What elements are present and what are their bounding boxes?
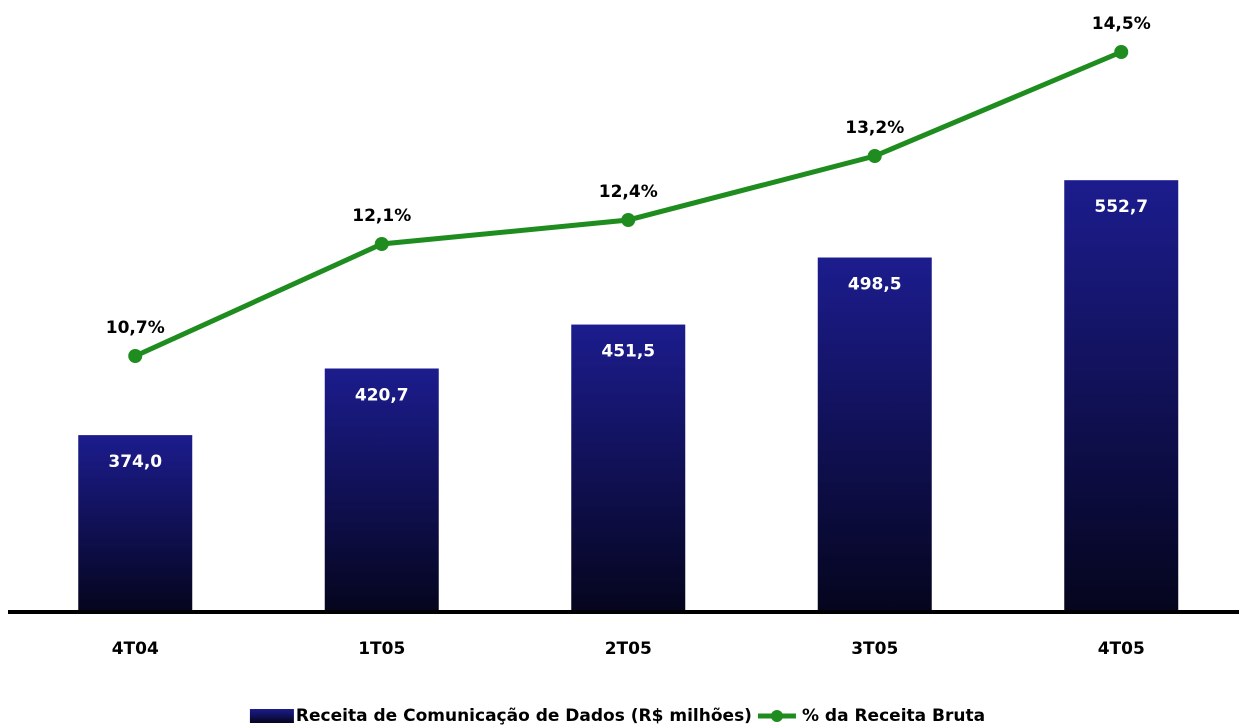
bar [78,435,193,612]
x-tick-label: 4T04 [112,639,159,659]
line-value-label: 14,5% [1092,14,1151,34]
x-tick-label: 4T05 [1098,639,1145,659]
bar-value-label: 498,5 [848,275,902,295]
legend-marker [770,710,783,722]
line-point [867,149,882,163]
legend-label: % da Receita Bruta [802,706,985,726]
bar [1064,180,1179,612]
line-value-label: 12,1% [352,206,411,226]
line-value-label: 12,4% [599,182,658,202]
bar [817,257,932,612]
line [134,49,1123,359]
line-point [621,213,636,227]
bar [571,324,686,612]
bar-value-label: 374,0 [108,452,162,472]
x-tick-label: 1T05 [358,639,405,659]
x-tick-label: 3T05 [851,639,898,659]
line-point [128,349,143,363]
bar-value-label: 451,5 [601,342,655,362]
x-tick-label: 2T05 [605,639,652,659]
legend-swatch [249,709,294,723]
line-value-label: 10,7% [106,318,165,338]
legend-label: Receita de Comunicação de Dados (R$ milh… [296,706,752,726]
line-value-label: 13,2% [845,118,904,138]
bar-value-label: 552,7 [1094,197,1148,217]
bar [324,368,439,612]
line-point [374,237,389,251]
line-point [1114,45,1129,59]
bar-value-label: 420,7 [355,385,409,405]
